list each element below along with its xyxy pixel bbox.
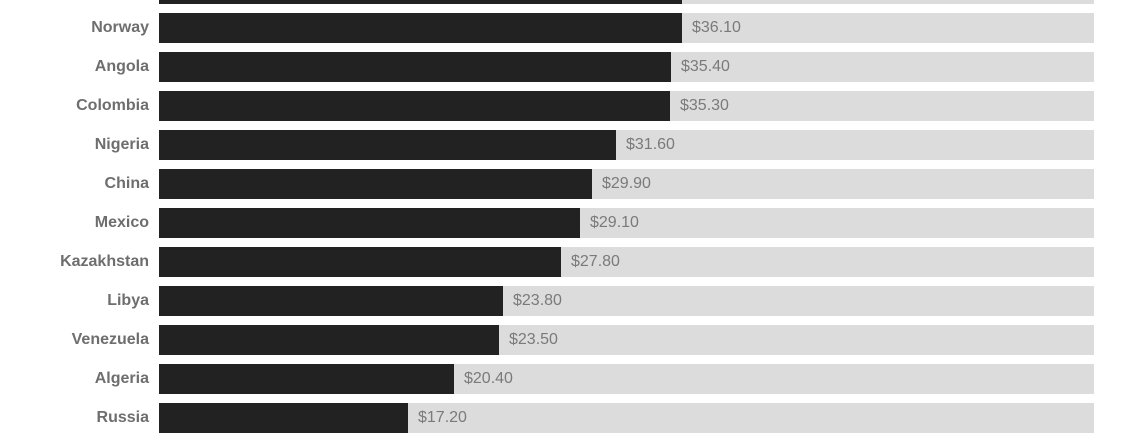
bar-track: $27.80 [159, 247, 1094, 277]
bar-row: Venezuela $23.50 [0, 325, 1148, 355]
partially-visible-bar [159, 0, 682, 4]
value-label: $29.90 [602, 175, 651, 192]
bar-track: $35.30 [159, 91, 1094, 121]
category-label: Nigeria [94, 136, 149, 153]
bar-row: Kazakhstan $27.80 [0, 247, 1148, 277]
category-label: Algeria [94, 370, 149, 387]
category-label: Russia [96, 409, 149, 426]
bar-track: $17.20 [159, 403, 1094, 433]
bar [159, 208, 580, 238]
category-label: Libya [107, 292, 149, 309]
bar-track: $23.50 [159, 325, 1094, 355]
category-label: Norway [91, 19, 149, 36]
bar [159, 169, 592, 199]
bar-track: $20.40 [159, 364, 1094, 394]
bar-track: $35.40 [159, 52, 1094, 82]
value-label: $29.10 [590, 214, 639, 231]
bar [159, 247, 561, 277]
bar-track: $36.10 [159, 13, 1094, 43]
bar [159, 325, 499, 355]
bar-row: Norway $36.10 [0, 13, 1148, 43]
value-label: $35.40 [681, 58, 730, 75]
value-label: $31.60 [626, 136, 675, 153]
bar-track: $29.10 [159, 208, 1094, 238]
value-label: $35.30 [680, 97, 729, 114]
bar [159, 130, 616, 160]
bar [159, 91, 670, 121]
bar [159, 13, 682, 43]
value-label: $36.10 [692, 19, 741, 36]
bar [159, 364, 454, 394]
value-label: $23.50 [509, 331, 558, 348]
category-label: Colombia [76, 97, 149, 114]
bar-row: Russia $17.20 [0, 403, 1148, 433]
bar-row: China $29.90 [0, 169, 1148, 199]
value-label: $17.20 [418, 409, 467, 426]
category-label: China [104, 175, 149, 192]
bar-row: Libya $23.80 [0, 286, 1148, 316]
bar-track: $23.80 [159, 286, 1094, 316]
category-label: Mexico [94, 214, 149, 231]
bar-row: Algeria $20.40 [0, 364, 1148, 394]
bar [159, 403, 408, 433]
value-label: $23.80 [513, 292, 562, 309]
bar [159, 52, 671, 82]
bar-row: Colombia $35.30 [0, 91, 1148, 121]
value-label: $27.80 [571, 253, 620, 270]
bar-row: Nigeria $31.60 [0, 130, 1148, 160]
category-label: Angola [94, 58, 149, 75]
bar [159, 286, 503, 316]
bar-track: $31.60 [159, 130, 1094, 160]
bar-track: $29.90 [159, 169, 1094, 199]
bar-row: Mexico $29.10 [0, 208, 1148, 238]
bar-row: Angola $35.40 [0, 52, 1148, 82]
value-label: $20.40 [464, 370, 513, 387]
category-label: Kazakhstan [60, 253, 149, 270]
category-label: Venezuela [71, 331, 149, 348]
